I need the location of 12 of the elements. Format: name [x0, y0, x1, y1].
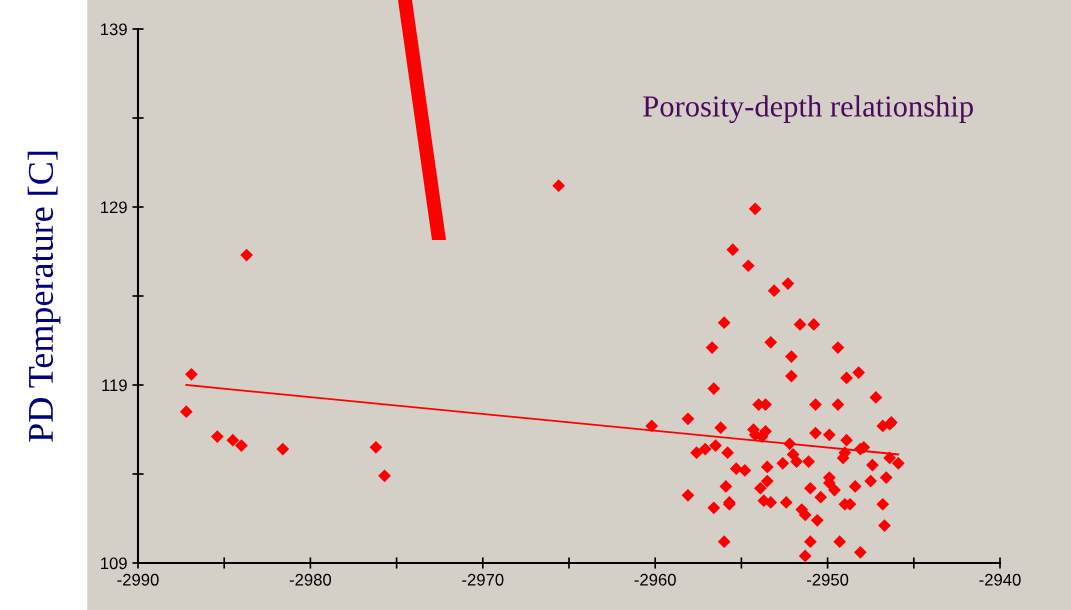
x-tick-label: -2950 — [807, 573, 849, 586]
x-tick-label: -2980 — [289, 573, 332, 586]
x-tick-label: -2960 — [634, 573, 676, 586]
y-tick-label: 119 — [102, 379, 127, 392]
x-tick-label: -2940 — [979, 573, 1021, 586]
y-axis-title: PD Temperature [C] — [27, 151, 61, 442]
y-tick-label: 129 — [101, 201, 127, 214]
x-tick-label: -2970 — [462, 573, 504, 586]
y-tick-label: 109 — [101, 557, 127, 570]
x-tick-label: -2990 — [117, 573, 159, 586]
y-tick-label: 139 — [101, 23, 127, 36]
annotation: Porosity-depth relationship — [643, 95, 973, 123]
